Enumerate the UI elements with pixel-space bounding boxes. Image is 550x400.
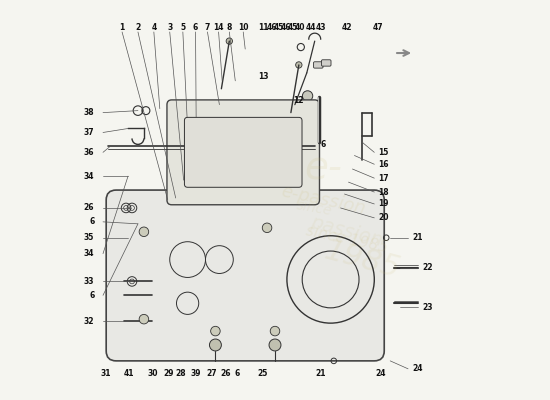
Text: 24: 24 (375, 370, 386, 378)
Text: 28: 28 (175, 370, 186, 378)
Text: 33: 33 (84, 277, 94, 286)
Text: 38: 38 (84, 108, 94, 117)
Text: 25: 25 (257, 370, 267, 378)
Text: 21: 21 (316, 370, 326, 378)
Text: 37: 37 (84, 128, 94, 137)
Text: 43: 43 (316, 23, 326, 32)
Text: 27: 27 (206, 370, 217, 378)
Text: 10: 10 (238, 23, 249, 32)
FancyBboxPatch shape (167, 100, 320, 205)
Circle shape (210, 339, 221, 351)
Text: 13: 13 (258, 72, 268, 81)
Text: 29: 29 (164, 370, 174, 378)
FancyBboxPatch shape (184, 117, 302, 187)
Text: 6: 6 (89, 291, 94, 300)
Text: 39: 39 (190, 370, 201, 378)
Text: 41: 41 (124, 370, 134, 378)
Text: 6: 6 (235, 370, 240, 378)
Text: 36: 36 (84, 148, 94, 157)
Circle shape (302, 91, 313, 101)
Text: 7: 7 (205, 23, 210, 32)
Text: 11: 11 (258, 23, 268, 32)
Text: 47: 47 (373, 23, 383, 32)
Circle shape (270, 326, 280, 336)
Text: 2: 2 (135, 23, 141, 32)
Text: 14: 14 (213, 23, 224, 32)
Text: 5: 5 (180, 23, 185, 32)
Circle shape (296, 62, 302, 68)
Text: 24: 24 (412, 364, 422, 373)
Text: 4: 4 (151, 23, 156, 32)
Circle shape (262, 223, 272, 232)
Text: 15: 15 (378, 148, 389, 157)
Text: passion: passion (308, 213, 385, 250)
Text: 42: 42 (341, 23, 352, 32)
Text: 23: 23 (422, 303, 432, 312)
Text: 26: 26 (220, 370, 230, 378)
Text: 12: 12 (294, 96, 304, 105)
Text: 44: 44 (305, 23, 316, 32)
Text: 34: 34 (84, 172, 94, 181)
FancyBboxPatch shape (321, 60, 331, 66)
Text: 40: 40 (295, 23, 306, 32)
Text: 45: 45 (288, 23, 299, 32)
Text: 45: 45 (274, 23, 284, 32)
Text: 32: 32 (84, 317, 94, 326)
Text: 46: 46 (281, 23, 292, 32)
Text: e-: e- (304, 149, 342, 187)
Text: 3: 3 (167, 23, 172, 32)
FancyBboxPatch shape (106, 190, 384, 361)
Text: 6: 6 (320, 140, 325, 149)
Text: 1985: 1985 (321, 236, 404, 284)
Text: e-passion: e-passion (279, 182, 367, 218)
Text: since: since (296, 198, 334, 218)
Text: 21: 21 (412, 233, 422, 242)
Text: 30: 30 (147, 370, 158, 378)
Text: 18: 18 (378, 188, 389, 196)
Text: since 1985: since 1985 (304, 224, 389, 256)
Circle shape (226, 38, 233, 44)
Text: 34: 34 (84, 249, 94, 258)
Text: 19: 19 (378, 200, 389, 208)
Text: 8: 8 (227, 23, 232, 32)
Circle shape (139, 227, 148, 236)
Text: 35: 35 (84, 233, 94, 242)
Text: 16: 16 (378, 160, 389, 169)
Text: 6: 6 (193, 23, 198, 32)
Circle shape (139, 314, 148, 324)
Text: 46: 46 (267, 23, 277, 32)
Circle shape (269, 339, 281, 351)
Text: 22: 22 (422, 263, 432, 272)
Text: 26: 26 (84, 204, 94, 212)
Text: 1: 1 (119, 23, 125, 32)
Circle shape (211, 326, 220, 336)
FancyBboxPatch shape (314, 62, 323, 68)
Text: 20: 20 (378, 213, 389, 222)
Text: 6: 6 (89, 217, 94, 226)
Text: 31: 31 (101, 370, 112, 378)
Text: 17: 17 (378, 174, 389, 183)
